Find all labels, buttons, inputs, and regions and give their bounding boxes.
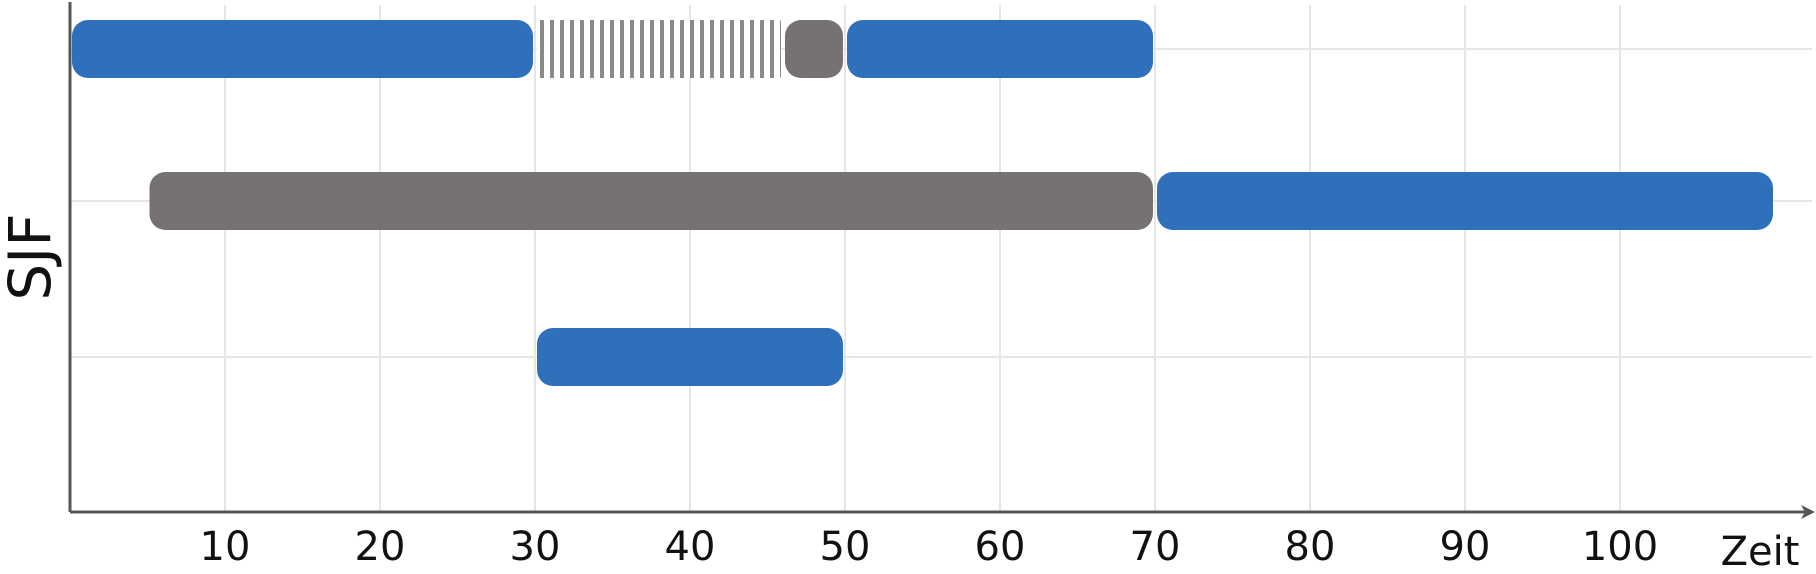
x-tick-label: 40 [665,524,716,570]
x-tick-label: 80 [1285,524,1336,570]
bar-row1-blocked-2 [537,20,781,78]
x-tick-label: 50 [820,524,871,570]
x-tick-label: 30 [510,524,561,570]
bar-row1-running-4 [847,20,1153,78]
x-tick-label: 70 [1130,524,1181,570]
bar-row2-ready-1 [149,172,1153,230]
bar-row1-running-1 [72,20,533,78]
x-tick-labels: 10 20 30 40 50 60 70 80 90 100 [200,524,1659,570]
x-tick-label: 90 [1440,524,1491,570]
bar-row3-running-1 [537,328,843,386]
x-tick-label: 20 [355,524,406,570]
bars [72,20,1773,386]
x-axis-title: Zeit [1721,529,1800,574]
axes [68,2,1815,519]
chart-title: SJF [0,213,64,300]
x-tick-label: 100 [1582,524,1658,570]
grid [70,5,1812,512]
bar-row1-ready-3 [785,20,843,78]
bar-row2-running-2 [1157,172,1773,230]
x-tick-label: 60 [975,524,1026,570]
x-tick-label: 10 [200,524,251,570]
